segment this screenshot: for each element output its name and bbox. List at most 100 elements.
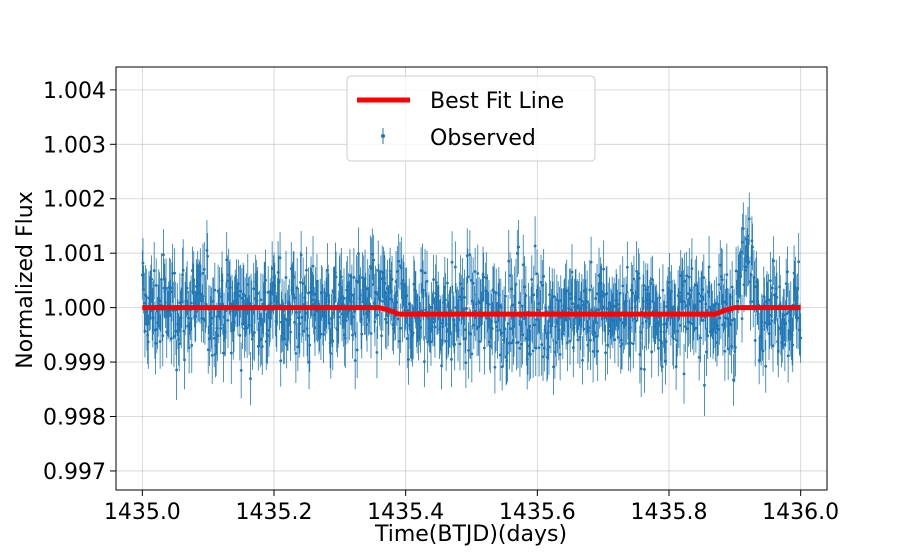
- observed-point: [353, 359, 357, 362]
- observed-point: [396, 317, 400, 321]
- observed-point: [158, 299, 161, 303]
- observed-point: [158, 340, 162, 343]
- observed-point: [684, 304, 688, 308]
- observed-point: [643, 367, 646, 371]
- observed-point: [746, 234, 750, 238]
- observed-point: [143, 329, 147, 333]
- legend-label-observed: Observed: [430, 126, 536, 151]
- observed-point: [162, 253, 165, 257]
- observed-point: [613, 338, 617, 342]
- observed-point: [704, 302, 708, 306]
- observed-point: [734, 345, 737, 349]
- observed-point: [580, 299, 584, 303]
- observed-point: [473, 270, 477, 273]
- observed-point: [379, 277, 383, 281]
- observed-point: [311, 264, 315, 268]
- observed-point: [368, 265, 372, 268]
- observed-point: [388, 269, 392, 273]
- observed-point: [602, 267, 606, 271]
- observed-point: [589, 338, 592, 342]
- observed-point: [372, 258, 376, 262]
- observed-point: [775, 295, 779, 299]
- observed-point: [329, 352, 333, 355]
- legend: Best Fit Line Observed: [346, 75, 596, 162]
- observed-point: [723, 349, 727, 353]
- observed-point: [600, 290, 604, 294]
- observed-point: [547, 345, 551, 349]
- observed-point: [690, 267, 694, 270]
- observed-point: [380, 334, 383, 338]
- legend-label-best-fit: Best Fit Line: [430, 89, 564, 114]
- observed-point: [539, 280, 543, 284]
- observed-point: [587, 326, 591, 330]
- observed-point: [796, 316, 800, 320]
- observed-point: [730, 285, 734, 289]
- observed-point: [221, 351, 225, 355]
- observed-point: [154, 283, 158, 287]
- observed-point: [509, 327, 513, 331]
- observed-point: [521, 263, 525, 267]
- observed-point: [239, 368, 243, 372]
- observed-point: [604, 351, 608, 355]
- x-tick-label: 1435.4: [367, 500, 444, 525]
- observed-point: [730, 345, 733, 348]
- observed-point: [470, 352, 474, 356]
- observed-point: [606, 343, 609, 347]
- observed-point: [785, 312, 789, 316]
- observed-point: [204, 302, 208, 306]
- observed-point: [595, 292, 599, 296]
- observed-point: [768, 279, 772, 283]
- observed-point: [260, 345, 264, 348]
- observed-point: [663, 322, 667, 326]
- observed-point: [469, 278, 473, 282]
- observed-point: [299, 281, 302, 284]
- observed-point: [432, 278, 436, 281]
- observed-point: [446, 281, 449, 285]
- observed-point: [581, 358, 584, 362]
- observed-point: [164, 286, 168, 290]
- observed-point: [631, 291, 635, 295]
- observed-point: [576, 338, 580, 342]
- observed-point: [397, 259, 401, 263]
- observed-point: [568, 339, 572, 343]
- observed-point: [747, 260, 751, 264]
- observed-point: [152, 269, 156, 273]
- observed-point: [515, 252, 519, 255]
- observed-point: [676, 329, 679, 333]
- observed-point: [537, 346, 541, 350]
- observed-point: [189, 301, 193, 305]
- y-tick-label: 1.002: [43, 188, 106, 213]
- observed-point: [237, 294, 241, 298]
- observed-point: [293, 296, 297, 300]
- observed-point: [529, 352, 532, 356]
- y-axis-label: Normalized Flux: [13, 191, 38, 368]
- observed-point: [717, 283, 721, 287]
- observed-point: [714, 331, 718, 334]
- y-tick-label: 0.997: [43, 460, 106, 485]
- observed-point: [466, 275, 470, 279]
- observed-point: [173, 271, 177, 275]
- observed-point: [518, 346, 522, 350]
- observed-point: [453, 342, 457, 346]
- observed-point: [240, 296, 244, 300]
- observed-point: [631, 342, 635, 346]
- observed-point: [310, 298, 314, 302]
- observed-point: [763, 321, 767, 325]
- observed-point: [541, 355, 545, 359]
- observed-point: [632, 277, 636, 281]
- observed-point: [369, 332, 373, 335]
- observed-point: [313, 326, 317, 330]
- observed-point: [213, 288, 217, 292]
- observed-point: [799, 336, 803, 340]
- observed-point: [535, 317, 538, 321]
- observed-point: [256, 291, 260, 295]
- observed-point: [339, 275, 343, 279]
- observed-point: [142, 301, 146, 305]
- observed-point: [531, 349, 535, 353]
- observed-point: [478, 340, 482, 343]
- observed-point: [530, 278, 534, 281]
- observed-point: [270, 267, 274, 270]
- best-fit-series: [142, 305, 801, 317]
- observed-point: [682, 372, 686, 376]
- observed-point: [482, 275, 486, 279]
